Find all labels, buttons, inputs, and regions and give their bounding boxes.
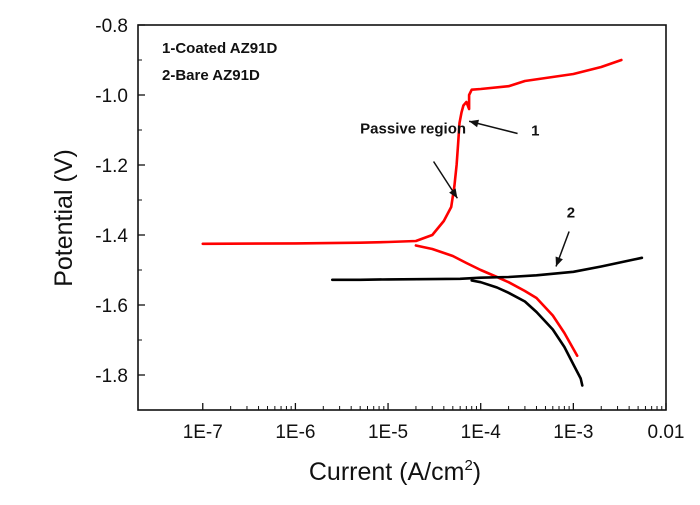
x-axis-title-main: Current (A/cm: [309, 458, 465, 486]
x-tick-label: 1E-5: [368, 422, 408, 443]
annotation-label: 1: [531, 122, 539, 139]
y-tick-label: -0.8: [95, 16, 128, 37]
plot-frame: [137, 24, 667, 411]
y-axis-title: Potential (V): [50, 149, 78, 287]
annotation-arrow-head: [469, 119, 480, 128]
series-coated-anodic-line: [201, 58, 623, 246]
y-tick-label: -1.6: [95, 296, 128, 317]
x-axis-title: Current (A/cm2): [309, 457, 481, 486]
axis-ticks: 1E-7 1E-6 1E-5 1E-4 1E-3 0.01 -0.8 -1.0 -1.2 -1.4…: [95, 16, 684, 443]
series-bare-cathodic-line: [470, 279, 584, 387]
x-axis-title-superscript: 2: [464, 457, 472, 474]
y-tick-label: -1.0: [95, 86, 128, 107]
y-tick-label: -1.2: [95, 156, 128, 177]
x-tick-label: 1E-7: [183, 422, 223, 443]
x-tick-label: 1E-6: [275, 422, 315, 443]
series-coated-cathodic-line: [414, 244, 579, 358]
legend-item-coated: 1-Coated AZ91D: [162, 40, 277, 57]
annotations: Passive region 1 2: [360, 119, 575, 267]
annotation-arrow-head: [449, 188, 458, 199]
y-tick-label: -1.8: [95, 366, 128, 387]
series-bare-anodic-line: [330, 256, 644, 282]
x-tick-label: 1E-3: [553, 422, 593, 443]
x-axis-title-close: ): [473, 458, 481, 486]
annotation-label: 2: [567, 205, 575, 222]
x-tick-label: 0.01: [648, 422, 685, 443]
data-series: [201, 58, 644, 387]
annotation-arrow-head: [555, 256, 563, 267]
legend-item-bare: 2-Bare AZ91D: [162, 67, 260, 84]
x-tick-label: 1E-4: [461, 422, 502, 443]
annotation-label: Passive region: [360, 121, 466, 138]
y-tick-label: -1.4: [95, 226, 128, 247]
